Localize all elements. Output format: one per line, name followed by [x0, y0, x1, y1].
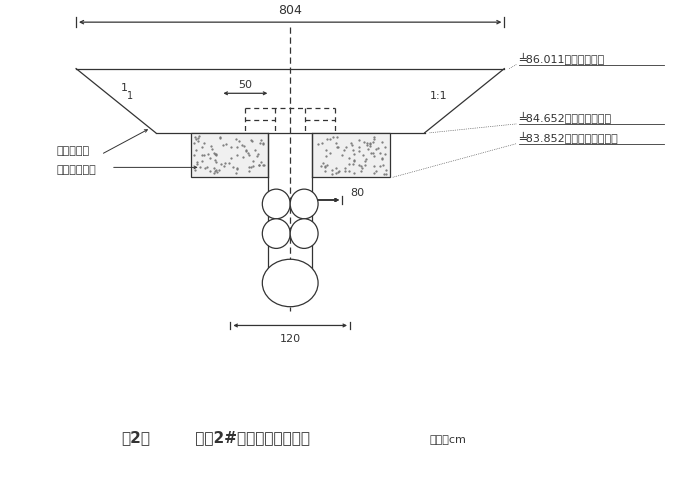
Ellipse shape — [290, 219, 318, 249]
Text: 单位：cm: 单位：cm — [430, 434, 466, 444]
Text: ╧86.011（沟底高程）: ╧86.011（沟底高程） — [519, 52, 604, 64]
Bar — [191, 133, 268, 178]
Text: 120: 120 — [280, 334, 301, 344]
Text: 1: 1 — [121, 83, 128, 93]
Text: 1:1: 1:1 — [430, 91, 447, 101]
Text: 80: 80 — [350, 188, 364, 198]
Text: 50: 50 — [238, 80, 253, 90]
Ellipse shape — [262, 219, 290, 249]
Text: 图2：: 图2： — [121, 429, 150, 444]
Ellipse shape — [262, 190, 290, 219]
Text: 主桥2#桥墩桩开挖剖面图: 主桥2#桥墩桩开挖剖面图 — [168, 429, 310, 444]
Ellipse shape — [262, 260, 318, 307]
Text: ╧84.652（系梁底高程）: ╧84.652（系梁底高程） — [519, 111, 611, 124]
Ellipse shape — [290, 190, 318, 219]
Text: 开挖边坡线: 开挖边坡线 — [56, 145, 90, 155]
Text: 804: 804 — [278, 4, 302, 17]
Text: ╧83.852（开挖后底高程）: ╧83.852（开挖后底高程） — [519, 132, 618, 144]
Text: 1: 1 — [127, 91, 133, 101]
Bar — [312, 133, 390, 178]
Text: 静力压桩平台: 静力压桩平台 — [56, 165, 96, 175]
